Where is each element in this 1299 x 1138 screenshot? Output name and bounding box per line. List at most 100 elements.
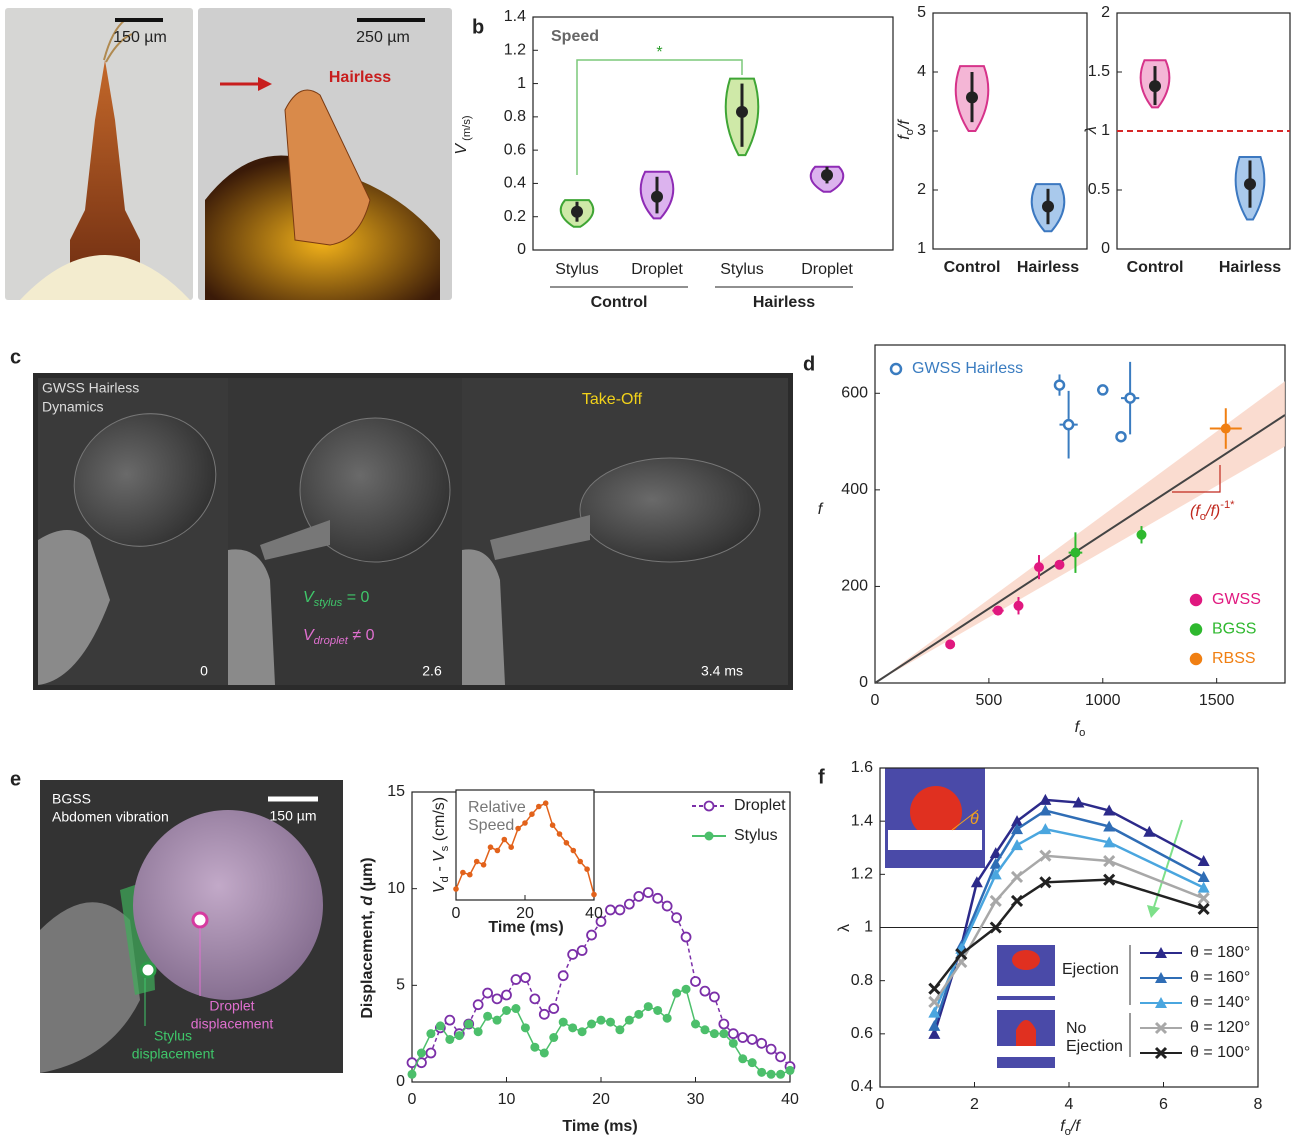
droplet-marker <box>193 913 207 927</box>
frame-time: 2.6 <box>422 663 442 679</box>
point <box>571 848 577 854</box>
x-tick-label: 500 <box>976 692 1003 709</box>
point <box>511 975 520 984</box>
photo-label: Take-Off <box>582 391 643 408</box>
legend-marker <box>1191 654 1201 664</box>
y-tick-label: 0.8 <box>504 108 526 125</box>
point <box>757 1039 766 1048</box>
x-tick-label: 1500 <box>1199 692 1235 709</box>
point <box>1011 839 1023 850</box>
significance-bracket <box>577 60 742 175</box>
y-tick-label: 5 <box>917 4 926 21</box>
point <box>564 840 570 846</box>
point <box>1055 381 1064 390</box>
point <box>1198 871 1210 882</box>
point <box>474 859 480 865</box>
velocity-label-part: droplet <box>314 635 349 647</box>
y-tick-label: 0.6 <box>851 1025 873 1042</box>
legend-marker <box>1191 625 1201 635</box>
point <box>483 1012 492 1021</box>
photo-vibration: 150 µm BGSS Abdomen vibration Droplet di… <box>40 780 343 1073</box>
x-axis-label: fo/f <box>1060 1118 1081 1138</box>
point <box>634 1010 643 1019</box>
category-label: Hairless <box>1219 259 1281 276</box>
y-axis-label: Vd - Vs (cm/s) <box>431 797 451 893</box>
mean-dot <box>571 206 583 218</box>
chart-title: Speed <box>551 28 599 45</box>
y-axis-label-part: - V <box>431 850 448 876</box>
point <box>577 859 583 865</box>
point <box>606 1018 615 1027</box>
point <box>426 1029 435 1038</box>
x-axis-label-part: o <box>1079 727 1085 739</box>
mean-dot <box>1149 80 1161 92</box>
point <box>729 1029 738 1038</box>
x-tick-label: 0 <box>876 1096 885 1113</box>
x-tick-label: 0 <box>871 692 880 709</box>
photo-label: Hairless <box>329 69 391 86</box>
point <box>417 1049 426 1058</box>
legend-marker <box>705 802 714 811</box>
point <box>1039 823 1051 834</box>
panel-label: e <box>10 768 21 790</box>
point <box>776 1070 785 1079</box>
y-tick-label: 1 <box>1101 122 1110 139</box>
photo-dynamics: GWSS Hairless Dynamics Take-Off 0 2.6 3.… <box>33 373 793 690</box>
legend-label: Droplet <box>734 797 786 814</box>
point <box>1137 530 1146 539</box>
body: a b c d e f 150 µm 250 µm Hairless G <box>0 0 1299 1138</box>
y-axis-label-part: (m/s) <box>461 115 473 144</box>
point <box>1039 805 1051 816</box>
panel-label: d <box>803 353 815 375</box>
y-tick-label: 1.4 <box>504 8 526 25</box>
legend-label: RBSS <box>1212 650 1256 667</box>
point <box>1071 548 1080 557</box>
point <box>436 1021 445 1030</box>
annotation: Ejection <box>1066 1038 1123 1055</box>
inset-surface <box>888 830 982 850</box>
point <box>929 984 939 994</box>
y-axis-label: f <box>818 501 824 518</box>
point <box>502 1006 511 1015</box>
x-tick-label: 6 <box>1159 1096 1168 1113</box>
point <box>682 933 691 942</box>
mean-dot <box>651 191 663 203</box>
point <box>663 1014 672 1023</box>
x-tick-label: 1000 <box>1085 692 1121 709</box>
point <box>719 1020 728 1029</box>
point <box>1055 560 1064 569</box>
point <box>502 837 508 843</box>
significance: * <box>656 44 662 61</box>
point <box>445 1016 454 1025</box>
inset-surface <box>997 986 1055 996</box>
point <box>529 811 535 817</box>
y-tick-label: 1 <box>917 240 926 257</box>
point <box>493 994 502 1003</box>
y-axis-label-part: (cm/s) <box>431 797 448 846</box>
legend-label: θ = 140° <box>1190 994 1250 1011</box>
droplet <box>133 810 323 1000</box>
point <box>946 640 955 649</box>
point <box>460 870 466 876</box>
point <box>991 896 1001 906</box>
photo-title: GWSS Hairless <box>42 380 139 396</box>
x-tick-label: 40 <box>585 905 603 922</box>
y-tick-label: 600 <box>841 385 868 402</box>
point <box>568 950 577 959</box>
photo-title: BGSS <box>52 791 91 807</box>
velocity-label-part: = 0 <box>342 589 369 606</box>
y-tick-label: 0.6 <box>504 141 526 158</box>
y-tick-label: 3 <box>917 122 926 139</box>
y-tick-label: 1.4 <box>851 812 873 829</box>
point <box>508 844 514 850</box>
point <box>481 862 487 868</box>
point <box>549 1033 558 1042</box>
point <box>776 1052 785 1061</box>
group-label: Hairless <box>753 294 815 311</box>
point <box>1012 872 1022 882</box>
point <box>530 994 539 1003</box>
y-tick-label: 1.6 <box>851 759 873 776</box>
legend-label: θ = 180° <box>1190 944 1250 961</box>
point <box>549 1004 558 1013</box>
point <box>467 872 473 878</box>
